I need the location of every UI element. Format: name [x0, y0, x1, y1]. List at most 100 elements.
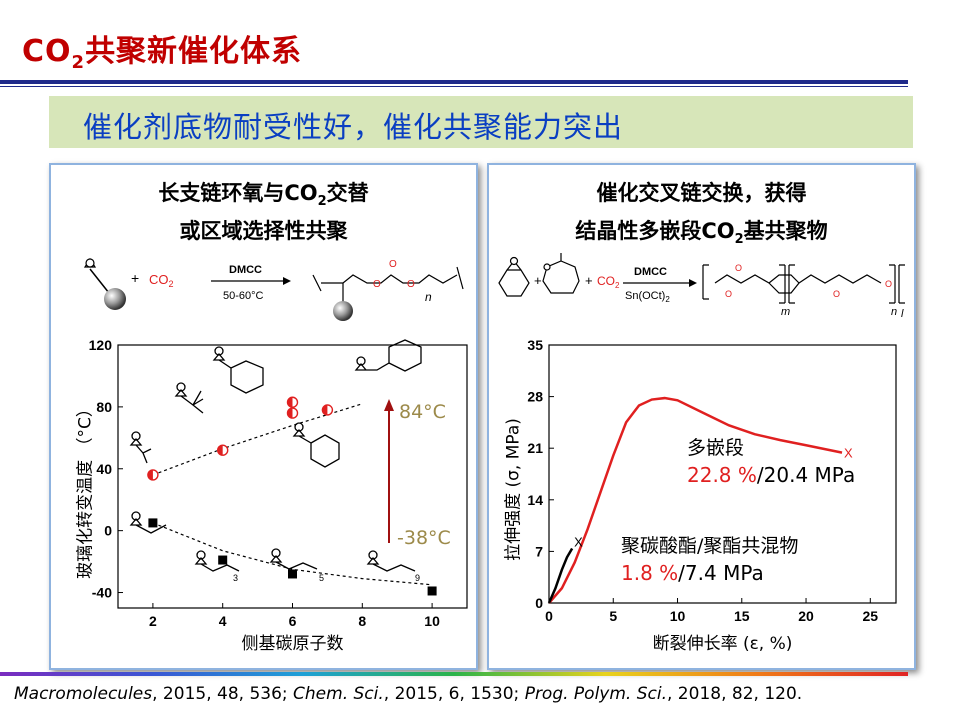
repeat-m: m [781, 306, 790, 318]
chain-label-3: 3 [233, 573, 238, 583]
tg-point-square [218, 555, 228, 565]
stress-x-ticks: 0 5 10 15 20 25 [545, 598, 878, 624]
headline-banner: 催化剂底物耐受性好，催化共聚能力突出 [49, 96, 913, 148]
tg-trend-upper [152, 403, 363, 476]
tg-annotation-high: 84°C [399, 401, 446, 423]
tg-points [147, 396, 437, 596]
tg-point-square [427, 586, 437, 596]
tg-y-tick-label: 0 [104, 523, 112, 539]
multiblock-value: 22.8 %/20.4 MPa [687, 463, 856, 487]
left-panel-title-line1: 长支链环氧与CO2交替 [158, 181, 369, 210]
polymer-substituent-ball [333, 301, 353, 321]
tg-y-tick-label: 40 [96, 461, 112, 477]
tg-trend-lower [152, 522, 433, 586]
references: Macromolecules, 2015, 48, 536; Chem. Sci… [14, 684, 803, 704]
stress-y-tick-label: 7 [535, 543, 543, 559]
break-markers: XX [574, 446, 853, 550]
tg-point-square [148, 518, 158, 528]
chain-label-9: 9 [415, 573, 420, 583]
blend-value: 1.8 %/7.4 MPa [621, 561, 764, 585]
tg-x-axis-label: 侧基碳原子数 [241, 634, 344, 654]
tg-x-tick-label: 10 [424, 613, 440, 629]
multiblock-break-marker: X [844, 446, 853, 461]
multiblock-curve [548, 396, 843, 604]
headline-text: 催化剂底物耐受性好，催化共聚能力突出 [83, 110, 624, 144]
tg-x-tick-label: 6 [289, 613, 297, 629]
stress-y-tick-label: 28 [527, 389, 543, 405]
stress-x-tick-label: 15 [734, 608, 750, 624]
co2-reagent: CO2 [597, 274, 620, 290]
tg-y-tick-label: 80 [96, 399, 112, 415]
tg-annotation-low: -38°C [397, 527, 451, 549]
blend-break-marker: X [574, 534, 583, 549]
stress-y-tick-label: 21 [527, 440, 543, 456]
stress-x-axis-label: 断裂伸长率 (ε, %) [652, 634, 793, 654]
tg-point-fill [147, 469, 153, 480]
multiblock-product [702, 264, 905, 304]
svg-text:O: O [373, 279, 381, 290]
plus-sign: + [131, 270, 139, 286]
stress-y-tick-label: 35 [527, 337, 543, 353]
left-panel: 长支链环氧与CO2交替 或区域选择性共聚 + CO2 DMCC 50-60°C … [49, 163, 478, 670]
right-panel-title-line2: 结晶性多嵌段CO2基共聚物 [575, 219, 828, 248]
conditions-label: 50-60°C [223, 290, 264, 302]
substituent-ball [104, 288, 126, 310]
tg-x-tick-label: 8 [358, 613, 366, 629]
cyclohexene-oxide [498, 260, 530, 297]
chain-label-5: 5 [319, 573, 324, 583]
stress-x-tick-label: 5 [609, 608, 617, 624]
right-panel: 催化交叉链交换，获得 结晶性多嵌段CO2基共聚物 + + CO2 DMCC Sn… [487, 163, 916, 670]
svg-text:O: O [725, 289, 732, 299]
tg-point-square [288, 569, 297, 579]
tg-point-fill [217, 445, 223, 456]
blend-curve [547, 547, 574, 604]
stress-y-ticks: 35 28 21 14 7 0 [527, 337, 554, 611]
stress-x-tick-label: 20 [798, 608, 814, 624]
right-reaction-scheme: + + CO2 DMCC Sn(OCt)2 O O O O m n l [498, 253, 905, 320]
stress-x-tick-label: 0 [545, 608, 553, 624]
svg-text:O: O [407, 279, 415, 290]
tg-x-tick-label: 2 [149, 613, 157, 629]
repeat-l: l [901, 308, 904, 320]
tg-chart: 2 4 6 8 10 120 80 40 0 -40 3 5 9 [89, 337, 468, 629]
multiblock-label: 多嵌段 [687, 437, 745, 459]
svg-text:O: O [885, 279, 892, 289]
polycarbonate-structure [312, 266, 464, 292]
tg-y-ticks: 120 80 40 0 -40 [89, 337, 123, 601]
catalyst-label: DMCC [229, 264, 262, 276]
repeat-n: n [425, 290, 432, 304]
repeat-n: n [891, 306, 897, 318]
svg-text:O: O [389, 259, 397, 270]
co2-reagent: CO2 [149, 272, 174, 289]
tg-x-tick-label: 4 [219, 613, 227, 629]
title-underline-thin [0, 86, 908, 87]
tg-y-tick-label: 120 [89, 337, 113, 353]
svg-text:O: O [833, 289, 840, 299]
tg-point-fill [287, 397, 293, 408]
page-title: CO2共聚新催化体系 [22, 34, 303, 73]
left-panel-title-line2: 或区域选择性共聚 [179, 219, 348, 243]
tg-monomer-sketches [129, 339, 422, 572]
tg-plot-frame [117, 344, 468, 609]
stress-y-axis-label: 拉伸强度 (σ, MPa) [503, 418, 524, 561]
tg-y-axis-label: 玻璃化转变温度 （°C） [75, 400, 96, 579]
right-panel-title-line1: 催化交叉链交换，获得 [596, 181, 807, 205]
stress-plot-frame [548, 344, 897, 604]
tg-x-ticks: 2 4 6 8 10 [149, 603, 440, 629]
stress-x-tick-label: 25 [863, 608, 879, 624]
svg-text:+: + [585, 273, 593, 288]
title-underline-thick [0, 80, 908, 84]
catalyst-label: DMCC [634, 266, 667, 278]
tg-point-fill [287, 408, 293, 419]
tg-y-tick-label: -40 [92, 585, 112, 601]
stress-y-tick-label: 0 [535, 595, 543, 611]
stress-y-tick-label: 14 [527, 492, 543, 508]
footer-rainbow-rule [0, 672, 908, 676]
stress-x-tick-label: 10 [670, 608, 686, 624]
conditions-label: Sn(OCt)2 [625, 290, 670, 304]
blend-label: 聚碳酸酯/聚酯共混物 [621, 535, 799, 557]
tg-point-fill [322, 404, 328, 415]
left-reaction-scheme: + CO2 DMCC 50-60°C O O O n [83, 257, 464, 321]
svg-text:+: + [534, 273, 542, 288]
